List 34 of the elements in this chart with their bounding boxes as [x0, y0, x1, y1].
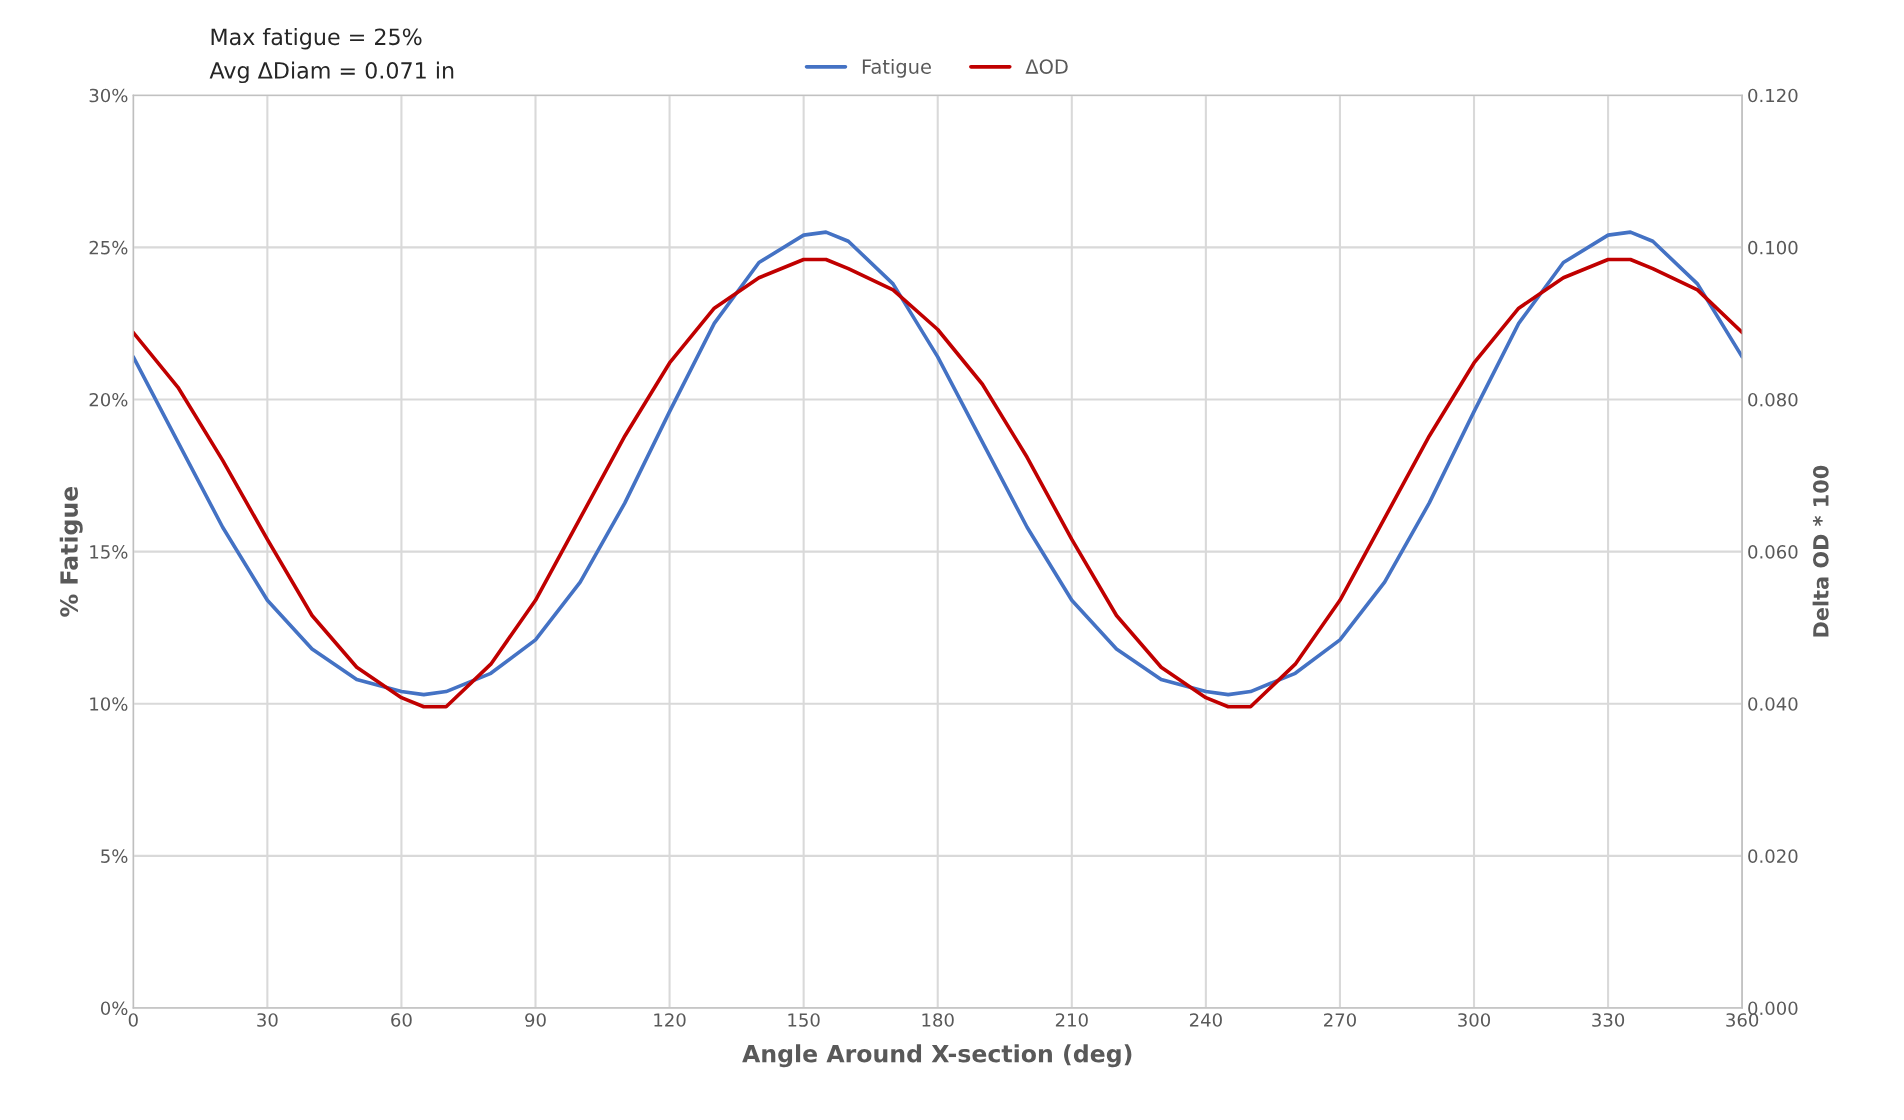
x-tick-label: 120: [654, 1013, 686, 1027]
y-tick-label: 20%: [89, 392, 128, 407]
y2-tick-label: 0.040: [1748, 697, 1798, 711]
y-tick-label: 5%: [101, 849, 128, 863]
x-tick-label: 90: [525, 1013, 546, 1027]
y2-tick-label: 0.000: [1748, 1001, 1798, 1016]
y2-tick-label: 0.120: [1748, 88, 1798, 103]
y-tick-label: 15%: [90, 545, 128, 559]
y-tick-label: 30%: [89, 88, 128, 103]
x-tick-label: 0: [128, 1013, 138, 1027]
y2-axis-title: Delta OD * 100: [1812, 465, 1829, 637]
y-axis-title: % Fatigue: [59, 486, 83, 617]
x-tick-label: 240: [1189, 1013, 1222, 1027]
x-tick-label: 150: [788, 1013, 820, 1027]
y2-tick-label: 0.060: [1748, 545, 1798, 559]
x-tick-label: 300: [1458, 1013, 1491, 1027]
x-tick-label: 210: [1055, 1013, 1088, 1027]
x-tick-label: 330: [1592, 1013, 1625, 1027]
x-tick-label: 270: [1324, 1013, 1356, 1027]
text: Avg ΔDiam = 0.071 in: [209, 61, 454, 84]
x-tick-label: 180: [922, 1013, 954, 1027]
y-tick-label: 0%: [100, 1001, 128, 1016]
y2-tick-label: 0.100: [1748, 240, 1798, 255]
text: Max fatigue = 25%: [211, 28, 422, 50]
x-tick-label: 360: [1726, 1013, 1759, 1027]
y-tick-label: 10%: [90, 697, 128, 711]
legend-label: Fatigue: [862, 58, 931, 78]
y-tick-label: 25%: [89, 240, 128, 255]
x-axis-title: Angle Around X-section (deg): [742, 1044, 1132, 1068]
y2-tick-label: 0.080: [1748, 392, 1798, 407]
legend-label: ΔOD: [1025, 59, 1068, 74]
x-tick-label: 60: [391, 1013, 412, 1027]
y2-tick-label: 0.020: [1748, 849, 1798, 863]
x-tick-label: 30: [257, 1013, 278, 1027]
